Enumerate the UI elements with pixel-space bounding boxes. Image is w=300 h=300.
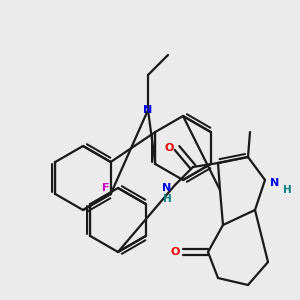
Text: O: O [170, 247, 180, 257]
Text: H: H [283, 185, 291, 195]
Text: N: N [143, 105, 153, 115]
Text: F: F [102, 183, 110, 193]
Text: N: N [270, 178, 280, 188]
Text: H: H [163, 194, 171, 204]
Text: N: N [162, 183, 172, 193]
Text: O: O [164, 143, 174, 153]
